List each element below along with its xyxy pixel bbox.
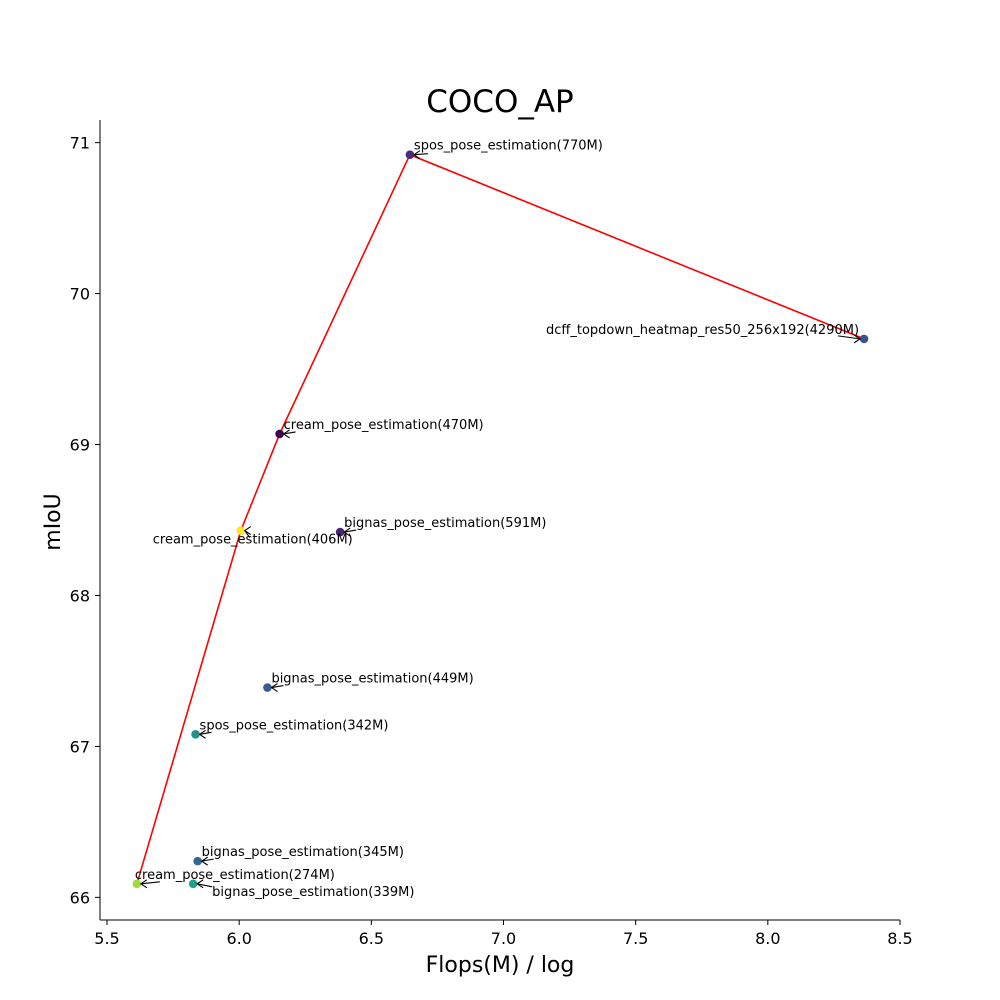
data-point <box>193 856 202 866</box>
x-tick-label: 8.0 <box>755 929 780 948</box>
data-point <box>405 150 415 160</box>
x-tick-label: 7.0 <box>491 929 516 948</box>
x-axis-ticks: 5.5 6.0 6.5 7.0 7.5 8.0 8.5 <box>94 920 913 948</box>
y-tick-label: 68 <box>70 586 90 605</box>
annotation-arrow <box>201 858 214 862</box>
data-point <box>335 527 345 537</box>
point-label: spos_pose_estimation(342M) <box>200 718 389 733</box>
point-label: bignas_pose_estimation(339M) <box>212 885 414 900</box>
data-point <box>132 879 142 889</box>
arrow-head <box>139 879 148 889</box>
y-tick-label: 70 <box>70 285 90 304</box>
y-axis-label: mIoU <box>41 493 66 550</box>
point-label: bignas_pose_estimation(591M) <box>344 516 546 531</box>
arrow-head <box>196 879 204 889</box>
data-points <box>132 150 869 889</box>
y-tick-label: 71 <box>70 134 90 153</box>
annotation-arrow <box>413 153 428 156</box>
point-label: cream_pose_estimation(274M) <box>135 868 335 883</box>
point-label: spos_pose_estimation(770M) <box>414 139 603 154</box>
y-axis-ticks: 66 67 68 69 70 71 <box>70 134 100 907</box>
y-tick-label: 69 <box>70 436 90 455</box>
point-label: dcff_topdown_heatmap_res50_256x192(4290M… <box>546 323 859 338</box>
y-tick-label: 66 <box>70 888 90 907</box>
annotation-arrow <box>199 731 212 735</box>
arrow-head <box>282 429 290 439</box>
data-point <box>236 526 246 535</box>
point-label: bignas_pose_estimation(345M) <box>202 845 404 860</box>
point-label: cream_pose_estimation(406M) <box>153 533 353 548</box>
arrow-head <box>412 150 421 160</box>
data-point <box>859 334 869 344</box>
x-tick-label: 6.5 <box>359 929 384 948</box>
point-label: bignas_pose_estimation(449M) <box>271 672 473 687</box>
data-point <box>263 683 272 692</box>
arrow-head <box>853 334 862 344</box>
data-point <box>275 429 284 439</box>
arrow-head <box>270 683 278 693</box>
annotation-arrow <box>197 883 213 888</box>
arrow-head <box>343 527 351 537</box>
annotation-arrow <box>837 335 861 340</box>
y-tick-label: 67 <box>70 737 90 756</box>
x-tick-label: 5.5 <box>94 929 119 948</box>
x-tick-label: 6.0 <box>226 929 251 948</box>
arrow-head <box>243 526 252 536</box>
data-point <box>191 730 200 739</box>
point-label: cream_pose_estimation(470M) <box>284 418 484 433</box>
annotation-arrow <box>344 529 357 533</box>
annotation-arrow <box>283 431 296 435</box>
chart-title: COCO_AP <box>426 84 574 120</box>
point-labels: spos_pose_estimation(770M) dcff_topdown_h… <box>135 139 862 900</box>
annotation-arrow <box>271 685 284 689</box>
data-point <box>188 879 198 889</box>
arrow-head <box>200 856 208 866</box>
annotation-arrow <box>140 881 160 885</box>
x-tick-label: 7.5 <box>623 929 648 948</box>
arrow-head <box>198 729 206 739</box>
x-tick-label: 8.5 <box>887 929 912 948</box>
x-axis-label: Flops(M) / log <box>426 953 575 978</box>
